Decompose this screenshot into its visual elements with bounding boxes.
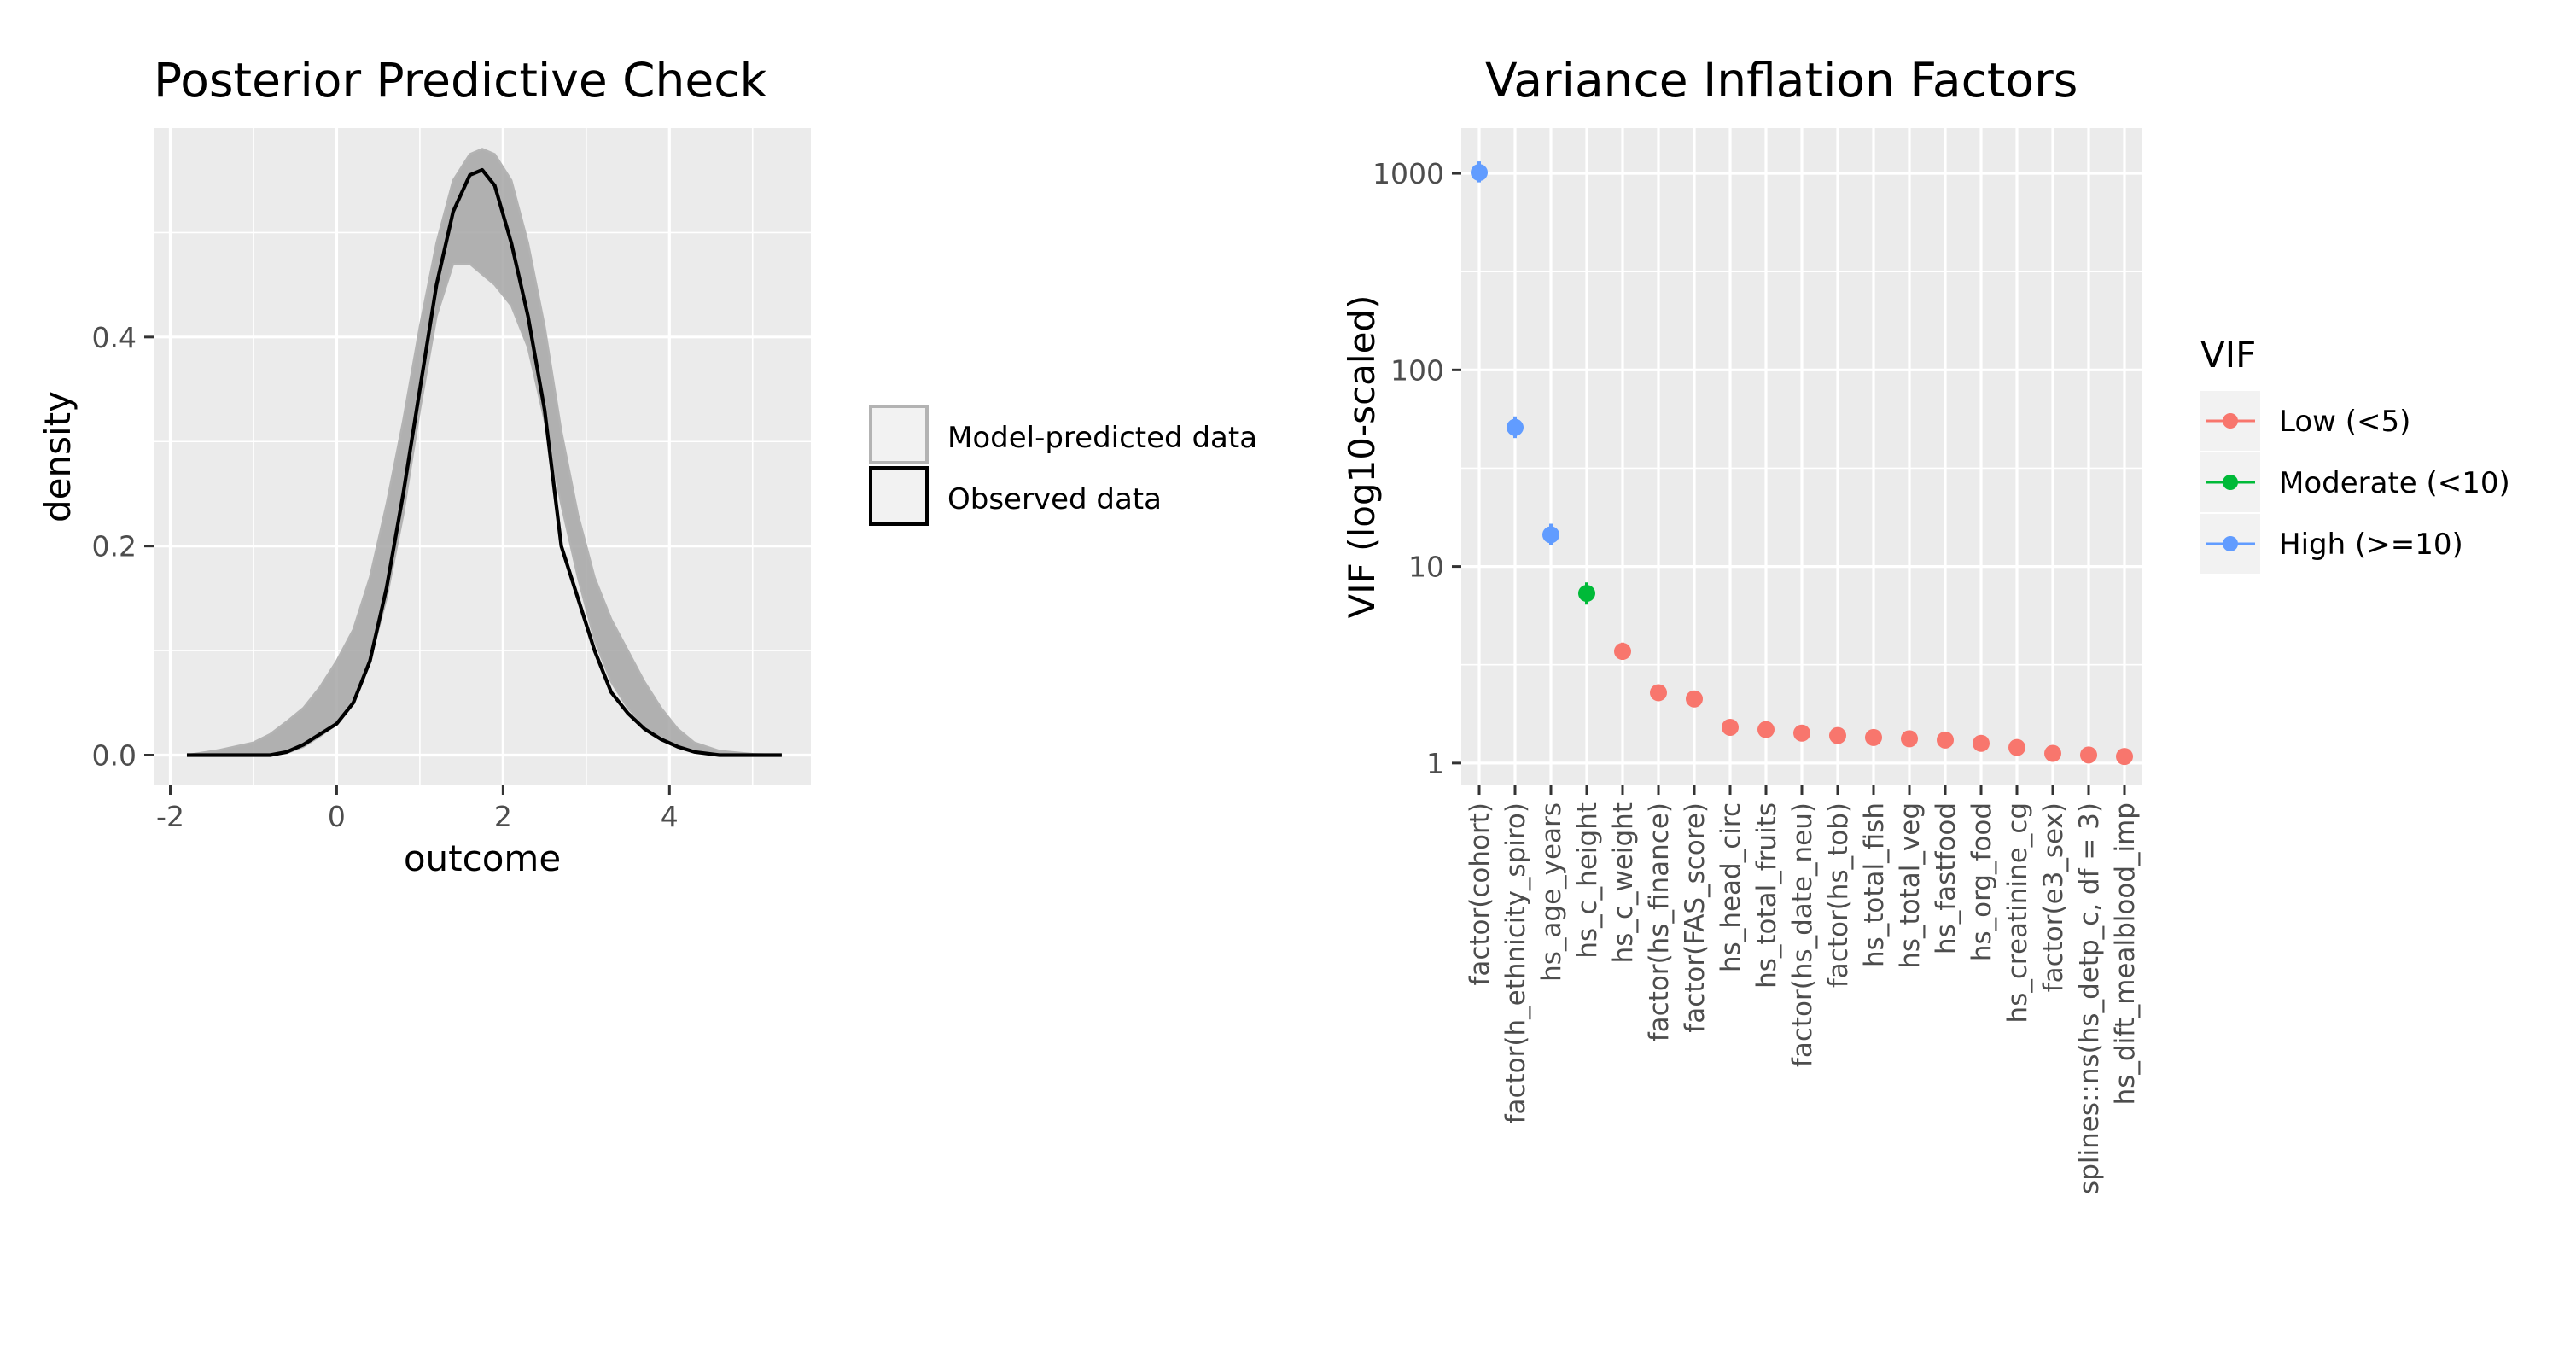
legend-item-observed: Observed data <box>869 466 1162 526</box>
vif-point <box>1507 418 1524 436</box>
vif-x-axis: factor(cohort) factor(h_ethnicity_spiro) h… <box>1465 785 2141 1194</box>
ppc-legend: Model-predicted data Observed data <box>869 405 1257 526</box>
vif-panel: Variance Inflation Factors 1 10 100 1000 fa… <box>1341 53 2510 1194</box>
ppc-observed-density-line <box>187 167 782 757</box>
vif-point <box>2044 744 2061 762</box>
vif-point <box>1614 643 1631 661</box>
vif-x-tick-label: factor(e3_sex) <box>2038 802 2069 992</box>
vif-point <box>1650 684 1667 702</box>
ppc-x-tick-label: 0 <box>328 800 346 833</box>
vif-x-tick-label: hs_dift_mealblood_imp <box>2110 802 2141 1105</box>
vif-y-axis: 1 10 100 1000 <box>1373 157 1461 780</box>
vif-point <box>1542 526 1559 544</box>
vif-points <box>1471 161 2133 766</box>
ppc-title: Posterior Predictive Check <box>154 53 766 108</box>
vif-point <box>1471 164 1488 182</box>
vif-legend-key-point <box>2223 536 2238 551</box>
ppc-y-axis: 0.0 0.2 0.4 <box>92 321 154 772</box>
vif-point <box>1722 718 1739 736</box>
vif-x-tick-label: factor(cohort) <box>1465 802 1495 986</box>
vif-point <box>1686 690 1703 708</box>
vif-x-tick-label: factor(hs_finance) <box>1644 802 1675 1041</box>
vif-y-tick-label: 1000 <box>1373 157 1444 190</box>
vif-x-tick-label: splines::ns(hs_detp_c, df = 3) <box>2074 802 2105 1194</box>
ppc-x-tick-label: 2 <box>494 800 512 833</box>
vif-legend-key-point <box>2223 475 2238 490</box>
vif-x-tick-label: hs_fastfood <box>1931 802 1961 954</box>
vif-x-tick-label: hs_total_veg <box>1895 802 1926 969</box>
vif-x-tick-label: hs_creatinine_cg <box>2002 802 2033 1023</box>
vif-point <box>1973 734 1990 752</box>
vif-x-tick-label: factor(hs_tob) <box>1823 802 1854 988</box>
ppc-x-tick-label: 4 <box>661 800 679 833</box>
vif-point <box>1757 721 1775 738</box>
vif-x-tick-label: factor(hs_date_neu) <box>1787 802 1818 1067</box>
vif-point <box>2080 746 2097 764</box>
vif-point <box>1937 731 1954 749</box>
vif-x-tick-label: factor(h_ethnicity_spiro) <box>1501 802 1531 1123</box>
vif-point <box>1865 728 1882 746</box>
legend-key-observed <box>869 466 929 526</box>
vif-y-axis-title: VIF (log10-scaled) <box>1341 295 1383 619</box>
vif-x-tick-label: hs_org_food <box>1967 802 1997 961</box>
ppc-y-tick-label: 0.4 <box>92 321 137 354</box>
vif-y-tick-label: 100 <box>1390 353 1444 387</box>
vif-title: Variance Inflation Factors <box>1485 53 2078 108</box>
vif-x-tick-label: hs_total_fruits <box>1751 802 1782 989</box>
vif-point <box>2116 748 2133 766</box>
legend-label-observed: Observed data <box>947 482 1162 516</box>
vif-point <box>1578 585 1595 603</box>
vif-x-tick-label: hs_c_height <box>1572 802 1603 959</box>
ppc-y-axis-title: density <box>37 391 79 522</box>
vif-y-tick-label: 10 <box>1408 551 1444 584</box>
vif-point <box>1829 726 1846 744</box>
legend-item-model-predicted: Model-predicted data <box>869 405 1257 464</box>
vif-legend-item: Moderate (<10) <box>2200 452 2510 512</box>
ppc-y-tick-label: 0.0 <box>92 738 137 772</box>
vif-legend: VIF Low (<5) Moderate (<10) High (>=10) <box>2200 334 2510 574</box>
ppc-x-axis: -2 0 2 4 <box>156 785 679 833</box>
vif-point <box>2008 738 2025 756</box>
vif-legend-item: Low (<5) <box>2200 391 2410 451</box>
vif-gridlines <box>1461 128 2142 785</box>
ppc-x-axis-title: outcome <box>404 837 561 879</box>
vif-legend-label: High (>=10) <box>2279 528 2463 562</box>
vif-legend-key-point <box>2223 413 2238 429</box>
vif-y-tick-label: 1 <box>1426 747 1444 780</box>
vif-point <box>1793 724 1810 742</box>
ppc-y-tick-label: 0.2 <box>92 530 137 563</box>
vif-x-tick-label: hs_total_fish <box>1859 802 1890 967</box>
vif-legend-item: High (>=10) <box>2200 514 2463 574</box>
vif-x-tick-label: hs_head_circ <box>1716 802 1746 972</box>
vif-x-tick-label: hs_c_weight <box>1608 802 1639 963</box>
vif-x-tick-label: factor(FAS_score) <box>1680 802 1711 1033</box>
vif-point <box>1901 730 1918 748</box>
ppc-panel: Posterior Predictive Check -2 0 2 4 0.00.20… <box>37 53 1257 879</box>
legend-key-model-predicted <box>869 405 929 464</box>
vif-legend-label: Low (<5) <box>2279 405 2410 439</box>
vif-x-tick-label: hs_age_years <box>1536 802 1567 982</box>
vif-legend-title: VIF <box>2200 334 2256 376</box>
vif-legend-items: Low (<5) Moderate (<10) High (>=10) <box>2200 391 2510 574</box>
ppc-gridlines <box>154 128 811 785</box>
legend-label-model-predicted: Model-predicted data <box>947 421 1257 455</box>
ppc-series-lines <box>187 167 782 757</box>
ppc-x-tick-label: -2 <box>156 800 184 833</box>
vif-legend-label: Moderate (<10) <box>2279 466 2510 500</box>
